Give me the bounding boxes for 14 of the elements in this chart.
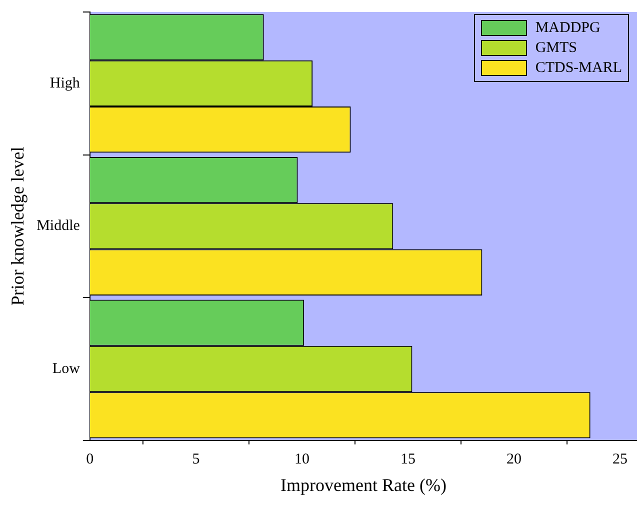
- x-axis-title: Improvement Rate (%): [280, 474, 446, 495]
- x-tick-label: 10: [294, 451, 310, 468]
- x-tick-label: 15: [400, 451, 416, 468]
- y-tick-label: High: [50, 75, 80, 92]
- x-tick-label: 20: [506, 451, 522, 468]
- x-tick-label: 0: [86, 451, 94, 468]
- x-tick-label: 25: [612, 451, 628, 468]
- y-tick-label: Middle: [36, 218, 80, 234]
- y-axis-title: Prior knowledge level: [8, 146, 28, 306]
- legend-label: CTDS-MARL: [535, 60, 622, 76]
- x-tick-label: 5: [192, 451, 200, 468]
- legend-label: GMTS: [535, 40, 577, 56]
- y-tick-label: Low: [52, 360, 80, 377]
- legend-label: MADDPG: [535, 20, 600, 36]
